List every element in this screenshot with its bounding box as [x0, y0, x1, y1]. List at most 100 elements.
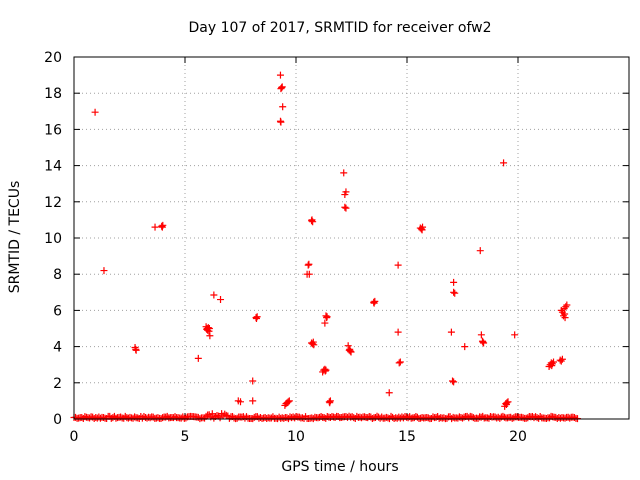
data-point [396, 358, 404, 366]
data-point [210, 291, 218, 299]
data-point [394, 261, 402, 269]
data-point [511, 331, 519, 339]
data-point [461, 343, 469, 351]
data-point [449, 377, 457, 385]
baseline-point [216, 414, 224, 422]
data-points [70, 71, 581, 423]
x-tick-label: 10 [287, 429, 305, 445]
data-point [370, 299, 378, 307]
data-point [344, 342, 352, 350]
baseline-point [485, 414, 493, 422]
plot-frame [73, 56, 630, 420]
data-point [500, 159, 508, 167]
data-point [304, 261, 312, 269]
baseline-point [182, 414, 190, 422]
data-point [309, 218, 317, 226]
data-point [277, 118, 285, 126]
data-point [249, 377, 257, 385]
grid-lines [74, 57, 629, 419]
y-tick-label: 10 [44, 231, 62, 247]
baseline-point [117, 413, 125, 421]
data-point [194, 354, 202, 362]
data-point [395, 359, 403, 367]
data-point [100, 267, 108, 275]
data-point [342, 204, 350, 212]
data-point [548, 362, 556, 370]
y-tick-label: 14 [44, 159, 62, 175]
data-point [321, 319, 329, 327]
baseline-point [291, 414, 299, 422]
data-point [451, 289, 459, 297]
baseline-point [298, 414, 306, 422]
data-point [450, 378, 458, 386]
data-point [322, 366, 330, 374]
data-point [279, 103, 287, 111]
data-point [450, 288, 458, 296]
data-point [502, 401, 510, 409]
x-tick-label: 15 [398, 429, 416, 445]
y-tick-label: 2 [53, 376, 62, 392]
data-point [309, 338, 317, 346]
data-point [249, 397, 257, 405]
data-point [450, 278, 458, 286]
data-point [132, 345, 140, 353]
x-tick-label: 5 [181, 429, 190, 445]
data-point [340, 169, 348, 177]
baseline-point [566, 414, 574, 422]
data-point [217, 296, 225, 304]
x-axis-label: GPS time / hours [281, 459, 398, 475]
data-point [277, 85, 285, 93]
baseline-point [546, 414, 554, 422]
baseline-point [474, 414, 482, 422]
baseline-point [322, 414, 330, 422]
baseline-point [427, 414, 435, 422]
x-tick-label: 20 [509, 429, 527, 445]
data-point [447, 328, 455, 336]
data-point [323, 314, 331, 322]
baseline-point [570, 413, 578, 421]
y-axis-label: SRMTID / TECUs [7, 181, 23, 294]
data-point [158, 223, 166, 231]
axis-ticks: 0 5 10 15 20 0 2 4 6 8 10 12 14 16 18 20 [44, 50, 629, 445]
data-point [204, 324, 212, 332]
baseline-point [233, 414, 241, 422]
data-point [285, 397, 293, 405]
data-point [561, 314, 569, 322]
data-point [394, 328, 402, 336]
data-point [151, 223, 159, 231]
data-point [562, 303, 570, 311]
data-point [326, 399, 334, 407]
data-point [305, 260, 313, 268]
baseline-point [100, 413, 108, 421]
baseline-point [440, 414, 448, 422]
baseline-point [524, 414, 532, 422]
baseline-point [201, 414, 209, 422]
data-point [284, 398, 292, 406]
baseline-point [424, 414, 432, 422]
chart-title: Day 107 of 2017, SRMTID for receiver ofw… [188, 20, 491, 36]
data-point [305, 270, 313, 278]
data-point [322, 312, 330, 320]
data-point [342, 188, 350, 196]
data-point [321, 367, 329, 375]
data-point [347, 348, 355, 356]
data-point [206, 332, 214, 340]
y-tick-label: 12 [44, 195, 62, 211]
y-tick-label: 8 [53, 267, 62, 283]
data-point [479, 338, 487, 346]
y-tick-label: 4 [53, 340, 62, 356]
data-point [308, 216, 316, 224]
data-point [557, 357, 565, 365]
data-point [341, 203, 349, 211]
data-point [326, 397, 334, 405]
y-tick-label: 0 [53, 412, 62, 428]
data-point [418, 226, 426, 234]
data-point [278, 83, 286, 91]
baseline-point [508, 414, 516, 422]
data-point [91, 108, 99, 116]
data-point [205, 325, 213, 332]
y-tick-label: 20 [44, 50, 62, 66]
data-point [276, 71, 284, 79]
data-point [558, 355, 566, 363]
